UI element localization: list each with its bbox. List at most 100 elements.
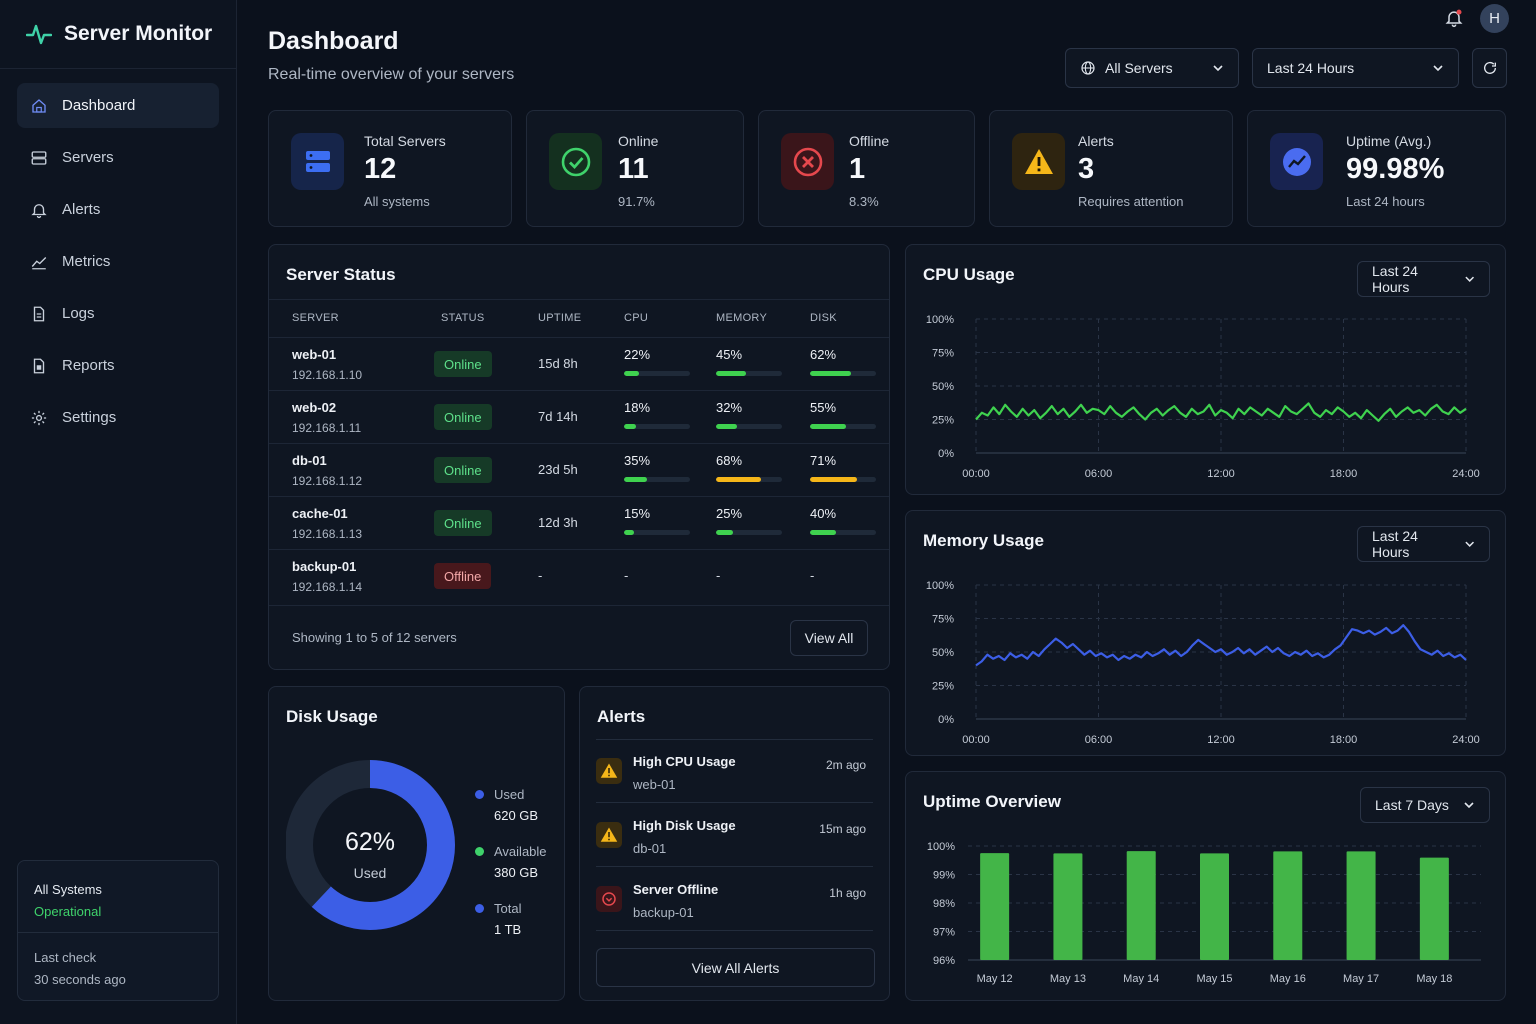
sidebar-item-settings[interactable]: Settings [17,395,219,440]
stat-icon-wrap [549,133,602,190]
memory-bar-fill [716,424,738,429]
server-name[interactable]: db-01 [292,453,327,468]
server-ip: 192.168.1.12 [292,474,363,488]
cpu-value: 15% [624,506,651,521]
table-row[interactable]: backup-01 192.168.1.14 Offline - - - - [269,549,889,602]
x-tick-label: May 16 [1270,973,1306,985]
notifications-button[interactable] [1442,6,1466,30]
uptime-bar[interactable] [980,853,1010,960]
x-tick-label: May 18 [1416,973,1452,985]
view-all-servers-button[interactable]: View All [790,620,868,656]
x-tick-label: 18:00 [1330,734,1358,746]
sidebar-item-metrics[interactable]: Metrics [17,239,219,284]
cpu-bar [624,424,690,429]
sidebar-item-reports[interactable]: Reports [17,343,219,388]
disk-bar [810,371,876,376]
bell-icon [1445,9,1463,28]
alert-title: Server Offline [633,882,719,897]
legend-label-row: Total [475,901,521,916]
cpu-range-select[interactable]: Last 24 Hours [1357,261,1490,297]
stat-label: Total Servers [364,133,446,149]
disk-legend-item: Available 380 GB [475,844,547,880]
alert-icon-wrap [596,886,622,912]
disk-percent-label: Used [353,865,387,881]
disk-usage-title: Disk Usage [286,707,378,726]
table-row[interactable]: db-01 192.168.1.12 Online 23d 5h 35% 68% 71% [269,443,889,496]
alert-icon-wrap [596,758,622,784]
server-status-card: Server Status SERVER STATUS UPTIME CPU MEMOR… [268,244,890,670]
status-badge: Offline [434,563,492,589]
sidebar-item-servers[interactable]: Servers [17,135,219,180]
bell-icon [31,203,47,218]
stat-subtext: All systems [364,194,430,209]
chevron-down-icon [1464,802,1474,809]
status-badge: Online [434,510,492,536]
legend-value: 380 GB [494,865,539,880]
server-name[interactable]: cache-01 [292,506,348,521]
last-check-time: 30 seconds ago [34,972,126,987]
uptime-bar[interactable] [1126,851,1156,960]
table-row[interactable]: cache-01 192.168.1.13 Online 12d 3h 15% 25% 40… [269,496,889,549]
sidebar-item-label: Reports [62,357,115,374]
time-filter-select[interactable]: Last 24 Hours [1252,48,1459,88]
column-header-status: STATUS [441,312,485,324]
uptime-bar-chart: 100% 99% 98% 97% 96% May 12 May 13 May 14 May 15… [927,841,1481,985]
alert-item[interactable]: High CPU Usage web-01 2m ago [596,740,873,803]
server-name[interactable]: web-01 [292,347,337,362]
uptime-bar[interactable] [1200,853,1229,960]
memory-range-select[interactable]: Last 24 Hours [1357,526,1490,562]
refresh-button[interactable] [1472,48,1507,88]
globe-icon [1081,61,1095,75]
stat-value: 99.98% [1346,153,1445,185]
sidebar-item-alerts[interactable]: Alerts [17,187,219,232]
cpu-bar [624,530,690,535]
sidebar-item-logs[interactable]: Logs [17,291,219,336]
uptime-bar[interactable] [1419,857,1449,960]
series-line [975,624,1467,667]
x-tick-label: 12:00 [1207,734,1235,746]
last-check-label: Last check [34,950,97,965]
uptime-bar[interactable] [1273,851,1303,960]
cpu-value: 35% [624,453,651,468]
avatar[interactable]: H [1480,4,1509,33]
y-tick-label: 0% [938,448,954,460]
alert-item[interactable]: Server Offline backup-01 1h ago [596,868,873,931]
cpu-range-value: Last 24 Hours [1372,263,1418,295]
table-row[interactable]: web-02 192.168.1.11 Online 7d 14h 18% 32% 55% [269,390,889,443]
cpu-cell: - [624,568,629,583]
cpu-value: 22% [624,347,651,362]
y-tick-label: 50% [932,647,954,659]
server-filter-select[interactable]: All Servers [1065,48,1239,88]
view-all-alerts-button[interactable]: View All Alerts [596,948,875,987]
server-name[interactable]: backup-01 [292,559,357,574]
y-tick-label: 96% [933,955,955,967]
main-content: Dashboard Real-time overview of your ser… [237,0,1536,1024]
server-name[interactable]: web-02 [292,400,337,415]
uptime-overview-card: Uptime Overview Last 7 Days 100% 99% 98% 97… [905,771,1506,1001]
cpu-bar [624,371,690,376]
stat-label: Offline [849,133,890,149]
chevron-down-icon [1464,541,1474,547]
uptime-cell: 7d 14h [538,409,578,424]
system-label: All Systems [34,882,102,897]
disk-value: 62% [810,347,837,362]
alert-title: High Disk Usage [633,818,736,833]
x-tick-label: 00:00 [962,468,990,480]
uptime-bar[interactable] [1346,851,1376,960]
uptime-range-select[interactable]: Last 7 Days [1360,787,1490,823]
stat-subtext: Last 24 hours [1346,194,1425,209]
y-tick-label: 99% [933,870,955,882]
stat-label: Uptime (Avg.) [1346,133,1432,149]
uptime-bar[interactable] [1053,853,1083,960]
stat-value: 11 [618,153,649,185]
alert-icon-wrap [596,822,622,848]
column-header-disk: DISK [810,312,837,324]
sidebar-item-dashboard[interactable]: Dashboard [17,83,219,128]
cpu-usage-card: CPU Usage Last 24 Hours 100% 75% 50% 25% 0% 0… [905,244,1506,495]
server-ip: 192.168.1.14 [292,580,363,594]
x-tick-label: 06:00 [1085,734,1113,746]
stat-card-alerts: Alerts 3 Requires attention [989,110,1233,227]
brand[interactable]: Server Monitor [0,0,236,69]
table-row[interactable]: web-01 192.168.1.10 Online 15d 8h 22% 45% 62% [269,337,889,390]
alert-item[interactable]: High Disk Usage db-01 15m ago [596,804,873,867]
